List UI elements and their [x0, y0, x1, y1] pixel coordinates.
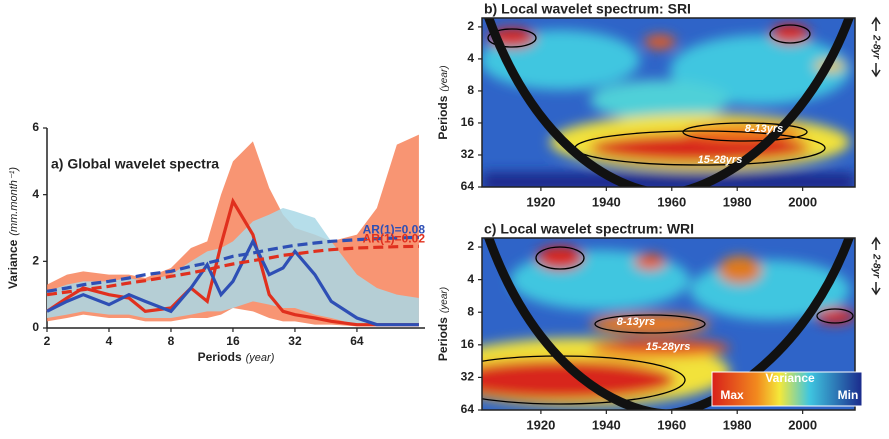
x-tick-label: 1920: [526, 194, 555, 209]
chart-title: c) Local wavelet spectrum: WRI: [484, 221, 694, 237]
colorbar-title: Variance: [765, 371, 815, 385]
series-line: [46, 197, 419, 327]
plot-frame: [481, 237, 856, 411]
y-tick-label: 16: [461, 115, 475, 129]
y-axis-title: Periods: [436, 317, 450, 361]
y-tick-label: 32: [461, 370, 475, 384]
annotation: 8-13yrs: [745, 123, 784, 135]
y-tick-label: 64: [461, 402, 475, 416]
y-tick-label: 0: [32, 320, 39, 334]
x-tick-label: 1960: [657, 194, 686, 209]
y-tick-label: 8: [467, 304, 474, 318]
x-axis-title: Periods: [198, 350, 242, 364]
x-tick-label: 1960: [657, 417, 686, 432]
series-line: [46, 235, 419, 293]
colorbar-max: Max: [720, 388, 744, 402]
arrow-head: [871, 16, 881, 78]
y-tick-label: 8: [467, 83, 474, 97]
plot-frame: [481, 17, 856, 188]
y-axis-title: Variance: [6, 239, 20, 289]
series-line: [46, 244, 419, 297]
x-tick-label: 8: [168, 334, 175, 348]
ensemble-band: [47, 208, 419, 327]
y-tick-label: 4: [32, 187, 39, 201]
annotation: 15-28yrs: [698, 154, 743, 166]
x-tick-label: 1980: [723, 194, 752, 209]
x-tick-label: 1980: [723, 417, 752, 432]
x-tick-label: 32: [288, 334, 302, 348]
y-axis-label: Periods (year): [436, 65, 450, 139]
chart-title: a) Global wavelet spectra: [51, 156, 219, 172]
y-tick-label: 2: [467, 19, 474, 33]
y-tick-label: 2: [467, 239, 474, 253]
y-axis-unit: (year): [439, 65, 450, 91]
y-tick-label: 64: [461, 179, 475, 193]
chart-title: b) Local wavelet spectrum: SRI: [484, 1, 691, 17]
spectrum-image: [482, 18, 855, 187]
x-tick-label: 16: [226, 334, 240, 348]
x-tick-label: 2000: [788, 417, 817, 432]
x-tick-label: 1940: [592, 417, 621, 432]
annotation: 15-28yrs: [646, 341, 691, 353]
x-tick-label: 4: [106, 334, 113, 348]
y-tick-label: 6: [32, 120, 39, 134]
annotation: 8-13yrs: [617, 316, 656, 328]
side-label: 2-8yr: [870, 34, 881, 60]
series-line: [46, 237, 419, 327]
x-axis-label: Periods (year): [198, 350, 275, 364]
arrow-head: [871, 236, 881, 296]
x-tick-label: 2: [44, 334, 51, 348]
side-label: 2-8yr: [870, 253, 881, 279]
y-axis-label: Variance (mm.month⁻¹): [6, 167, 20, 289]
y-tick-label: 4: [467, 51, 474, 65]
series-label: AR(1)=0.02: [363, 232, 426, 246]
y-tick-label: 2: [32, 254, 39, 268]
colorbar: [711, 371, 863, 407]
y-axis-title: Periods: [436, 95, 450, 139]
y-tick-label: 4: [467, 272, 474, 286]
y-axis-unit: (year): [439, 287, 450, 313]
y-tick-label: 16: [461, 337, 475, 351]
y-tick-label: 32: [461, 147, 475, 161]
colorbar-min: Min: [838, 388, 859, 402]
x-tick-label: 2000: [788, 194, 817, 209]
y-axis-unit: (mm.month⁻¹): [8, 167, 20, 236]
x-tick-label: 1920: [526, 417, 555, 432]
x-tick-label: 1940: [592, 194, 621, 209]
y-axis-label: Periods (year): [436, 287, 450, 361]
x-tick-label: 64: [350, 334, 364, 348]
series-label: AR(1)=0.08: [363, 223, 426, 237]
x-axis-unit: (year): [246, 352, 275, 364]
